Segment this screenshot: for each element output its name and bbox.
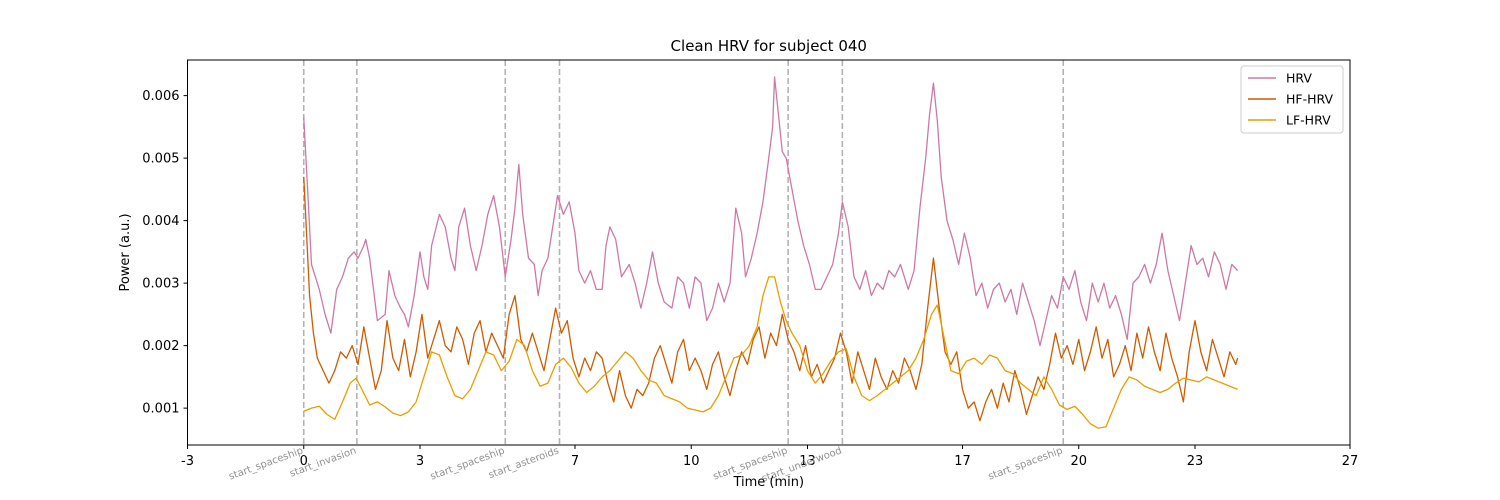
plot-frame [187, 59, 1351, 446]
series-line-hf-hrv [303, 176, 1239, 422]
legend-label: LF-HRV [1286, 113, 1331, 128]
x-tick-label: 20 [1070, 454, 1087, 469]
legend: HRV HF-HRV LF-HRV [1240, 65, 1344, 134]
legend-entries: HRV HF-HRV LF-HRV [1248, 71, 1334, 128]
legend-label: HF-HRV [1286, 92, 1334, 107]
y-axis-label: Power (a.u.) [118, 213, 133, 291]
y-tick-label: 0.005 [142, 152, 179, 167]
x-tick-label: 3 [416, 454, 424, 469]
series-line-lf-hrv [303, 276, 1238, 429]
x-tick-label: -3 [181, 454, 194, 469]
series-lines [303, 76, 1239, 429]
x-tick-label: 10 [683, 454, 700, 469]
legend-box [1240, 65, 1344, 134]
y-tick-label: 0.006 [142, 89, 179, 104]
x-axis-ticks: -3 0 3 7 10 13 17 20 23 27 [181, 445, 1358, 469]
x-tick-label: 7 [571, 454, 579, 469]
x-tick-label: 27 [1342, 454, 1359, 469]
x-axis-label: Time (min) [732, 475, 804, 490]
legend-label: HRV [1286, 71, 1312, 86]
x-tick-label: 13 [799, 454, 816, 469]
y-tick-label: 0.003 [142, 277, 179, 292]
x-tick-label: 23 [1187, 454, 1204, 469]
x-tick-label: 17 [954, 454, 971, 469]
chart-title: Clean HRV for subject 040 [671, 37, 867, 55]
y-tick-label: 0.002 [142, 339, 179, 354]
y-tick-label: 0.004 [142, 214, 179, 229]
y-axis-ticks: 0.001 0.002 0.003 0.004 0.005 0.006 [142, 89, 188, 417]
x-tick-label: 0 [300, 454, 308, 469]
y-tick-label: 0.001 [142, 402, 179, 417]
series-line-hrv [303, 76, 1239, 347]
